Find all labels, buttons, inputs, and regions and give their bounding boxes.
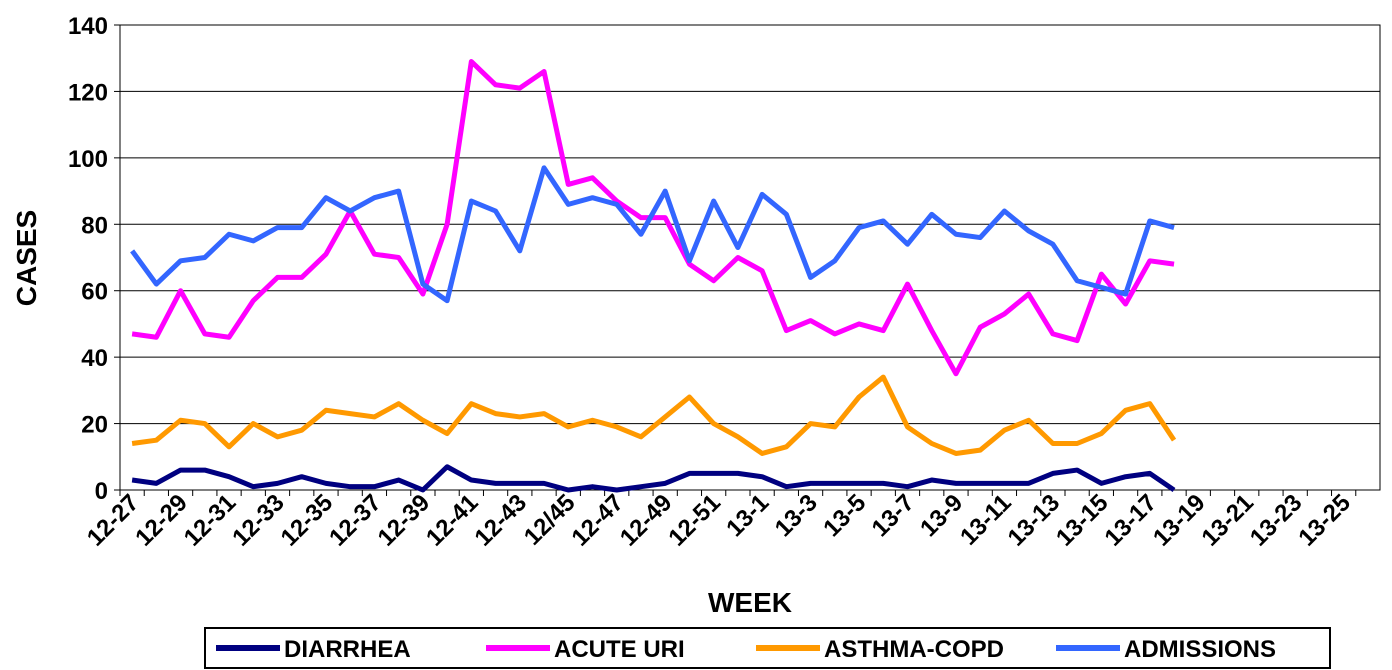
legend-label: ACUTE URI [554, 636, 685, 663]
x-tick-label: 12-29 [130, 489, 193, 552]
x-tick-label: 12-47 [566, 489, 629, 552]
x-tick-label: 13-23 [1245, 489, 1308, 552]
y-tick-label: 60 [81, 279, 108, 306]
y-tick-label: 0 [95, 478, 108, 505]
series-line [130, 165, 1175, 304]
y-tick-label: 40 [81, 345, 108, 372]
x-tick-label: 13-15 [1051, 489, 1114, 552]
x-tick-label: 13-5 [818, 489, 871, 542]
x-tick-label: 12-37 [324, 489, 387, 552]
x-tick-label: 12-41 [421, 489, 484, 552]
y-tick-label: 20 [81, 412, 108, 439]
x-tick-label: 13-13 [1003, 489, 1066, 552]
x-tick-label: 12-51 [663, 489, 726, 552]
x-axis-title: WEEK [708, 587, 792, 618]
x-tick-label: 12-31 [179, 489, 242, 552]
x-tick-label: 13-3 [770, 489, 823, 542]
x-tick-label: 12-39 [373, 489, 436, 552]
x-tick-label: 12-49 [615, 489, 678, 552]
x-tick-label: 13-25 [1293, 489, 1356, 552]
series-line [131, 374, 1177, 456]
y-axis-title: CASES [11, 210, 42, 306]
y-tick-label: 140 [68, 13, 108, 40]
x-tick-label: 12-43 [470, 489, 533, 552]
x-tick-label: 13-11 [955, 489, 1017, 551]
y-tick-label: 100 [68, 146, 108, 173]
legend-label: DIARRHEA [284, 636, 411, 663]
series-line [131, 464, 1176, 493]
x-tick-label: 12-33 [227, 489, 290, 552]
x-tick-label: 13-1 [721, 489, 774, 542]
legend-label: ADMISSIONS [1124, 636, 1276, 663]
legend-label: ASTHMA-COPD [824, 636, 1004, 663]
x-tick-label: 13-21 [1196, 489, 1259, 552]
x-tick-label: 13-7 [867, 489, 920, 542]
x-tick-label: 12-27 [82, 489, 145, 552]
y-tick-label: 120 [68, 79, 108, 106]
plot-area [119, 24, 1381, 491]
y-tick-label: 80 [81, 212, 108, 239]
x-tick-label: 13-17 [1100, 489, 1163, 552]
x-tick-label: 12-35 [276, 489, 339, 552]
x-tick-label: 12/45 [519, 489, 581, 551]
x-tick-label: 13-19 [1148, 489, 1211, 552]
